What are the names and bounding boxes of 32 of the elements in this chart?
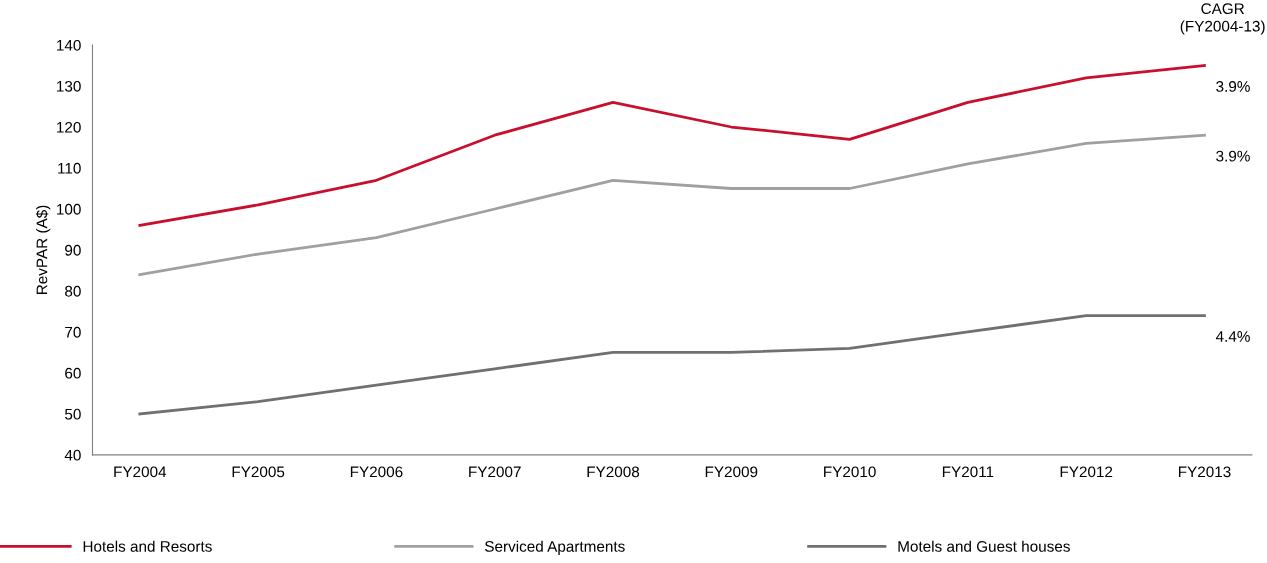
x-tick-label: FY2010 [824,466,876,478]
y-tick-label: 40 [64,449,81,461]
x-tick-label: FY2004 [114,466,167,478]
text: CAGR (FY2004-13) [1180,3,1265,35]
annotation: 3.9% [1216,150,1250,162]
y-tick-label: 90 [65,244,81,256]
legend-label: Serviced Apartments [485,540,625,555]
x-tick-label: FY2012 [1060,466,1113,478]
y-tick-label: 100 [57,203,81,215]
y-tick-label: 60 [65,367,81,379]
x-tick-label: FY2009 [705,466,758,478]
annotation: 4.4% [1215,331,1250,342]
x-tick-label: FY2013 [1178,466,1231,478]
y-tick-label: 130 [57,80,81,92]
legend-label: Motels and Guest houses [898,540,1070,552]
x-tick-label: FY2006 [350,466,403,478]
y-tick-label: 110 [58,162,81,174]
y-tick-label: 70 [65,326,81,338]
x-tick-label: FY2008 [587,466,640,478]
x-tick-label: FY2011 [942,466,994,478]
line-series [138,64,1206,227]
x-tick-label: FY2005 [232,466,285,478]
x-tick-label: FY2007 [469,466,521,478]
y-tick-label: 50 [65,408,81,420]
line-series [138,133,1206,276]
y-tick-label: 140 [57,39,81,51]
y-tick-label: 80 [65,285,81,297]
line-series [138,314,1206,416]
y-tick-label: 120 [57,121,81,133]
y-axis-title: RevPAR (A$) [35,205,51,294]
legend-label: Hotels and Resorts [83,540,212,552]
annotation: 3.9% [1216,81,1250,92]
